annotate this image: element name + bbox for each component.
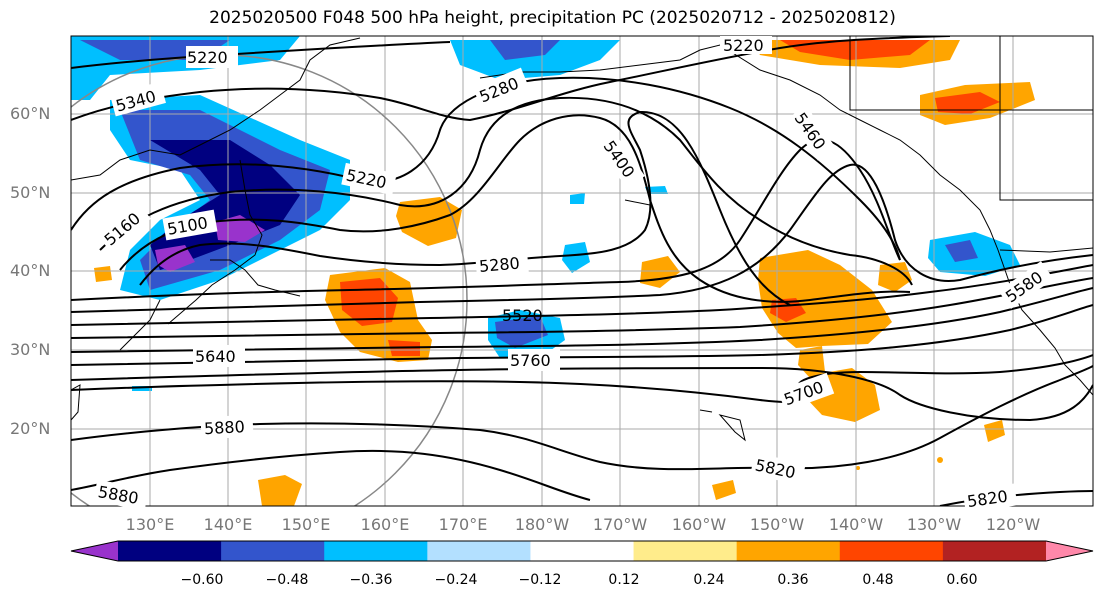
colorbar-tick: −0.48	[265, 572, 309, 588]
lon-label: 130°E	[125, 515, 175, 534]
lon-label: 170°W	[592, 515, 648, 534]
colorbar-cell	[736, 541, 841, 561]
colorbar-tick: 0.60	[946, 572, 978, 588]
colorbar-extend-max	[1046, 541, 1093, 561]
lon-label: 130°W	[906, 515, 962, 534]
colorbar	[70, 540, 1094, 562]
colorbar-tick: −0.60	[180, 572, 224, 588]
lat-label: 40°N	[10, 261, 51, 280]
contour-label: 5520	[502, 306, 543, 325]
contour-label: 5760	[510, 351, 551, 370]
lat-label: 60°N	[10, 104, 51, 123]
colorbar-cell	[633, 541, 738, 561]
colorbar-cell	[942, 541, 1047, 561]
lon-label: 120°W	[985, 515, 1041, 534]
lon-label: 160°E	[360, 515, 410, 534]
lat-label: 20°N	[10, 419, 51, 438]
colorbar-extend-min	[71, 541, 118, 561]
lon-label: 150°W	[749, 515, 805, 534]
lon-label: 180°W	[514, 515, 570, 534]
colorbar-tick: −0.36	[349, 572, 393, 588]
lon-label: 170°E	[438, 515, 488, 534]
lon-label: 160°W	[671, 515, 727, 534]
colorbar-tick: −0.12	[518, 572, 562, 588]
colorbar-cell	[324, 541, 428, 561]
colorbar-tick: 0.36	[777, 572, 809, 588]
colorbar-cell	[427, 541, 531, 561]
contour-label: 5280	[478, 253, 520, 275]
lon-label: 150°E	[281, 515, 331, 534]
precip-shading-negative	[71, 36, 1020, 391]
contour-label: 5640	[195, 347, 236, 366]
contour-label: 5880	[204, 417, 246, 438]
colorbar-tick: −0.24	[434, 572, 478, 588]
colorbar-cell	[839, 541, 944, 561]
lon-label: 140°E	[203, 515, 253, 534]
colorbar-cell	[530, 541, 635, 561]
coastlines	[71, 36, 1093, 442]
contour-label: 5220	[187, 48, 228, 67]
contour-label: 5220	[723, 36, 764, 55]
colorbar-tick: 0.24	[693, 572, 725, 588]
lon-label: 140°W	[828, 515, 884, 534]
lat-label: 30°N	[10, 340, 51, 359]
lat-label: 50°N	[10, 183, 51, 202]
map-title: 2025020500 F048 500 hPa height, precipit…	[209, 8, 896, 28]
colorbar-cell	[221, 541, 325, 561]
colorbar-cell	[118, 541, 222, 561]
map-border	[70, 35, 1094, 507]
colorbar-tick: 0.48	[862, 572, 894, 588]
colorbar-tick: 0.12	[608, 572, 640, 588]
